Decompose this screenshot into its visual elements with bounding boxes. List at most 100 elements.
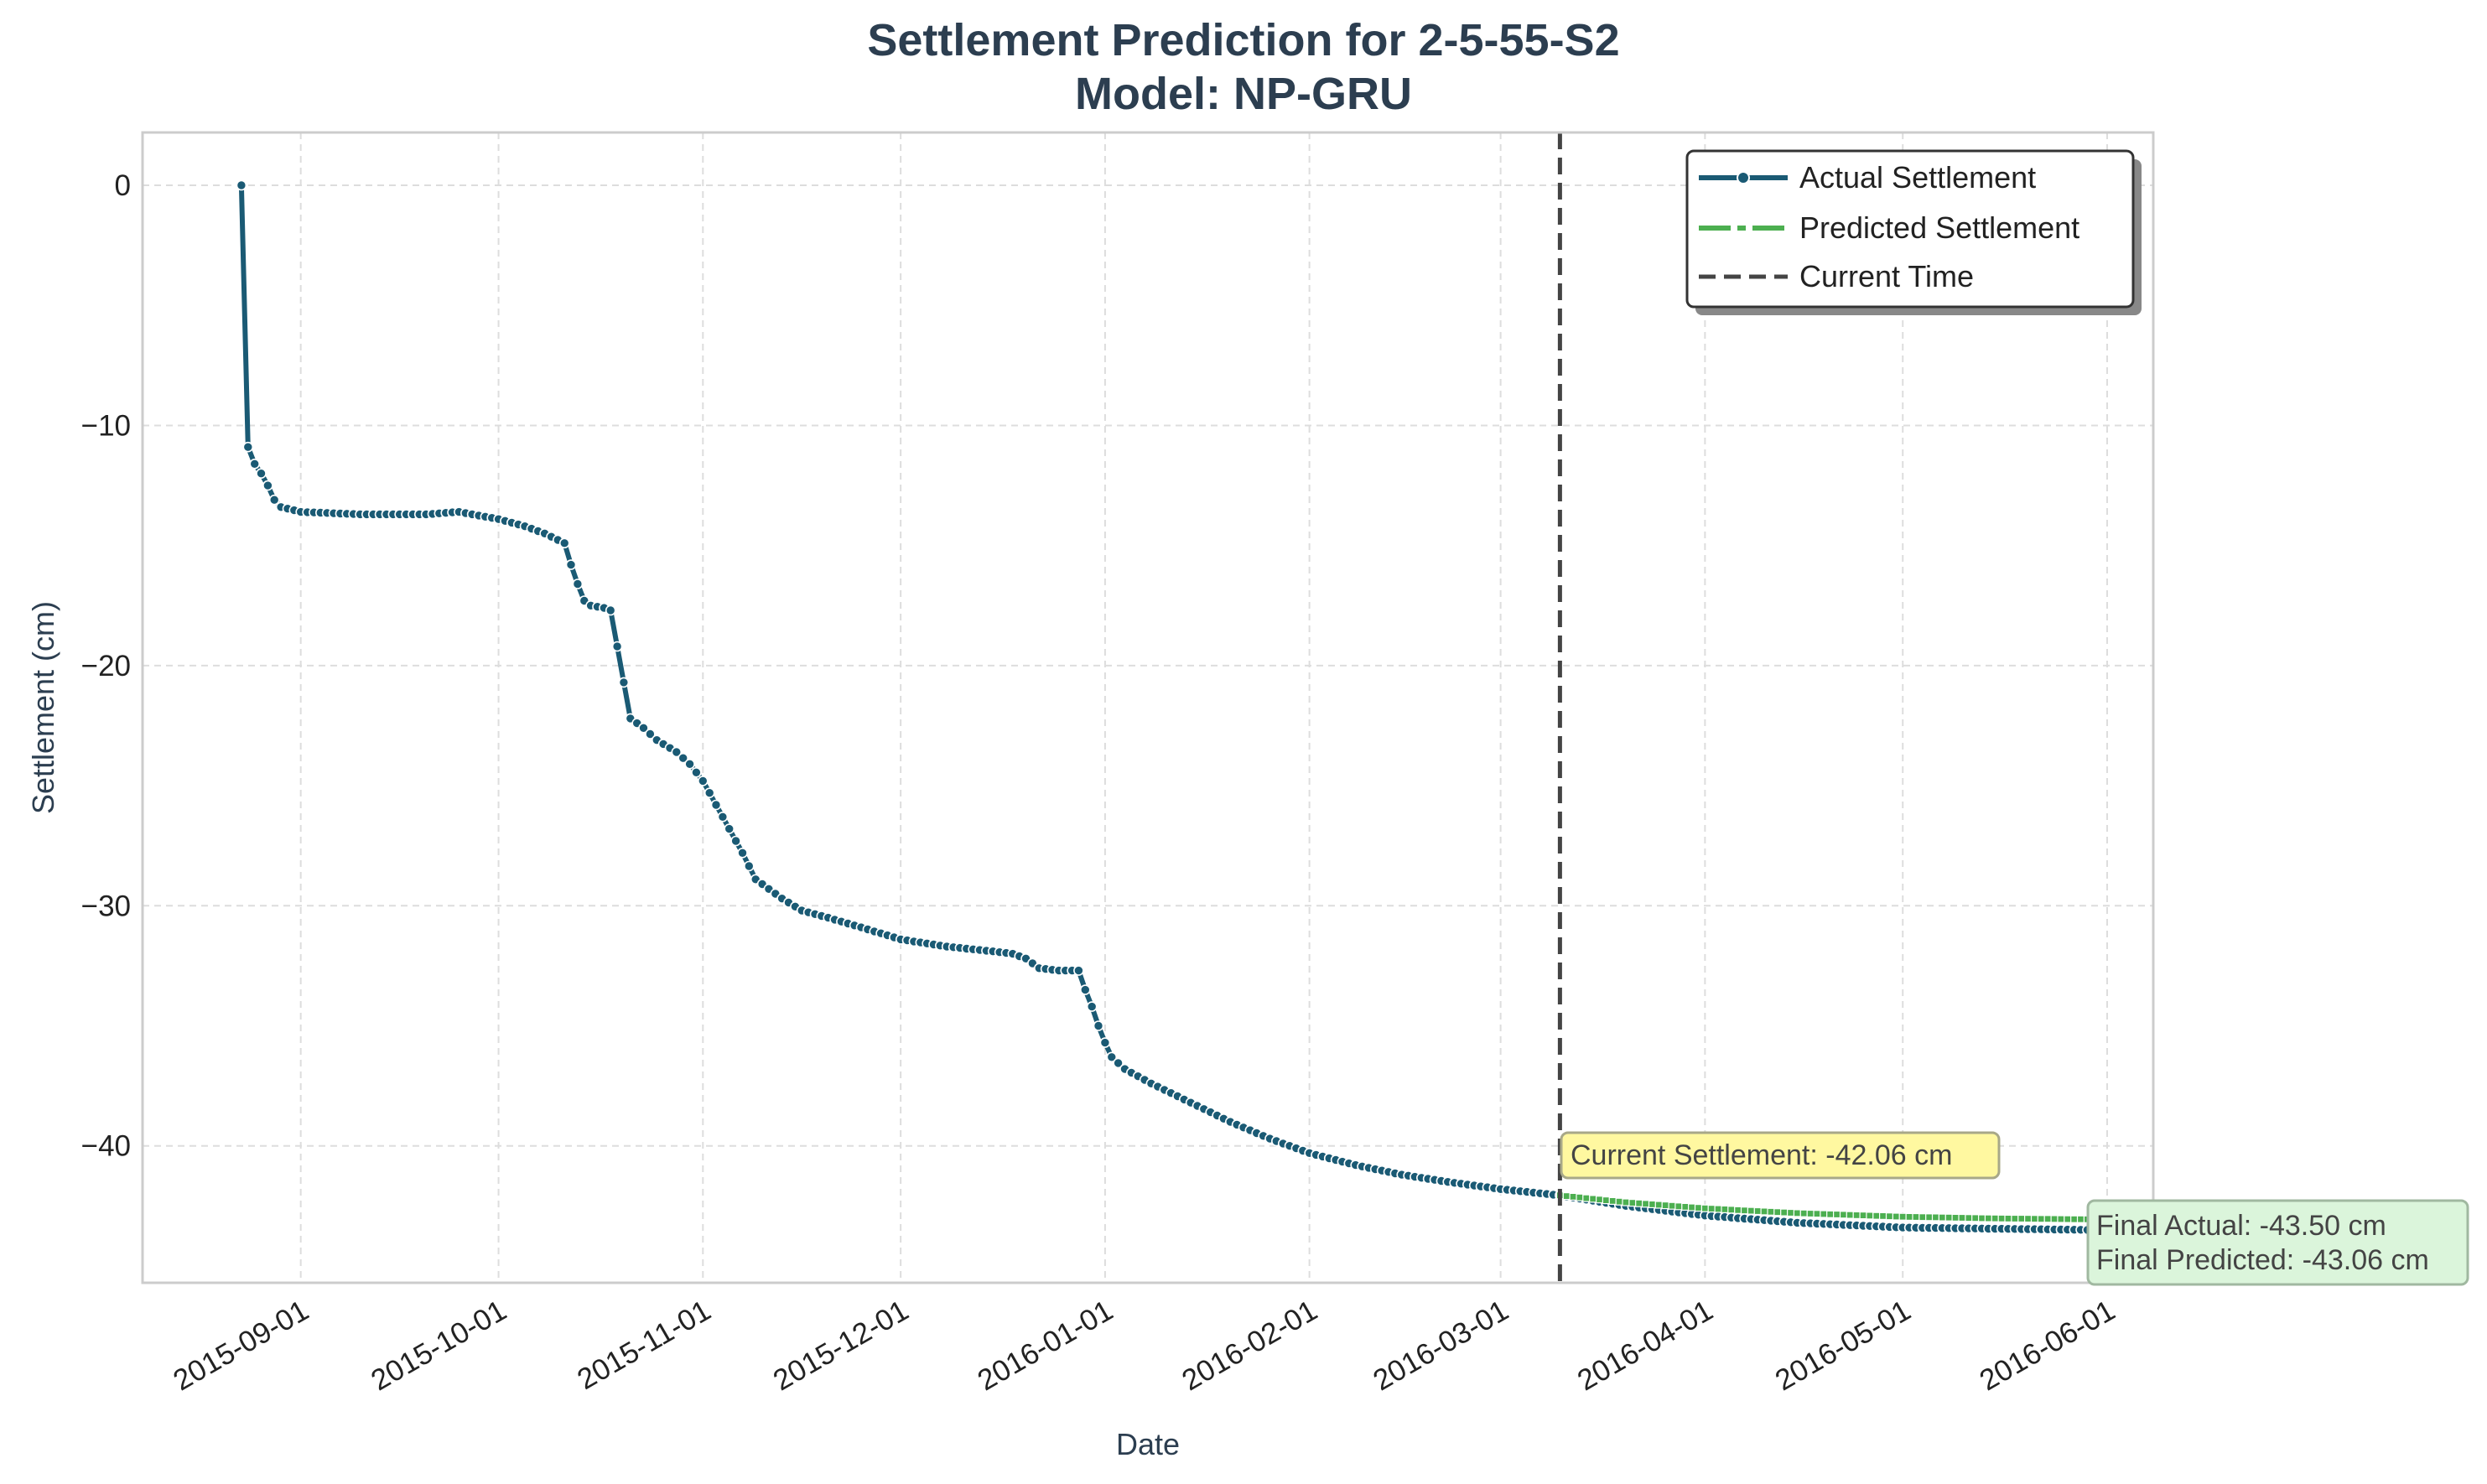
actual-point <box>1086 1001 1098 1012</box>
actual-point <box>1093 1020 1104 1031</box>
predicted-point <box>2030 1215 2039 1223</box>
predicted-point <box>2037 1215 2045 1223</box>
predicted-point <box>1813 1210 1821 1218</box>
predicted-point <box>1707 1204 1716 1213</box>
legend: Actual Settlement Predicted Settlement C… <box>1685 149 2142 315</box>
actual-point <box>618 677 630 688</box>
chart-title: Settlement Prediction for 2-5-55-S2 <box>867 15 1619 65</box>
actual-point <box>743 860 755 872</box>
predicted-point <box>1826 1210 1835 1218</box>
actual-point <box>565 559 577 570</box>
predicted-point <box>1879 1212 1887 1221</box>
x-axis-label: Date <box>1116 1427 1180 1461</box>
grid <box>143 132 2153 1283</box>
x-tick-label: 2016-01-01 <box>972 1294 1119 1397</box>
actual-point <box>684 758 695 770</box>
predicted-point <box>1852 1211 1861 1220</box>
predicted-point <box>1799 1209 1808 1217</box>
actual-point <box>724 823 735 834</box>
actual-point <box>262 480 273 491</box>
x-tick-label: 2016-02-01 <box>1176 1294 1323 1397</box>
predicted-point <box>1668 1201 1676 1210</box>
actual-point <box>1080 984 1091 995</box>
predicted-point <box>1714 1205 1722 1213</box>
x-tick-label: 2016-04-01 <box>1572 1294 1719 1397</box>
predicted-point <box>2057 1215 2065 1223</box>
legend-actual-marker <box>1737 171 1750 184</box>
predicted-point <box>1773 1208 1782 1217</box>
actual-point <box>605 604 616 616</box>
predicted-point <box>1859 1211 1867 1220</box>
x-tick-labels: 2015-09-01 2015-10-01 2015-11-01 2015-12-01… <box>168 1294 2121 1397</box>
predicted-point <box>1569 1192 1577 1201</box>
predicted-point <box>1866 1212 1874 1220</box>
predicted-point <box>1885 1212 1894 1221</box>
actual-point <box>717 811 729 822</box>
predicted-point <box>1654 1201 1663 1209</box>
y-tick-label: −20 <box>81 650 131 682</box>
series-layer <box>236 132 2100 1283</box>
predicted-point <box>1734 1206 1742 1214</box>
legend-actual-label: Actual Settlement <box>1799 160 2036 195</box>
y-tick-label: −30 <box>81 890 131 922</box>
predicted-point <box>2050 1215 2059 1223</box>
predicted-point <box>1978 1214 1986 1222</box>
actual-point <box>242 441 254 453</box>
actual-point <box>697 776 709 786</box>
actual-point <box>671 746 683 758</box>
predicted-point <box>2004 1214 2012 1223</box>
actual-point <box>611 641 623 652</box>
x-tick-label: 2015-10-01 <box>366 1294 512 1397</box>
actual-point <box>558 537 570 549</box>
actual-point <box>638 722 649 734</box>
legend-item-current-time: Current Time <box>1699 259 1974 293</box>
predicted-point <box>1839 1211 1848 1219</box>
predicted-point <box>1793 1209 1801 1217</box>
predicted-point <box>1674 1202 1683 1211</box>
actual-point <box>256 468 267 480</box>
predicted-point <box>2070 1215 2079 1223</box>
y-tick-label: −40 <box>81 1130 131 1163</box>
actual-point <box>268 494 280 506</box>
legend-item-actual: Actual Settlement <box>1699 160 2036 195</box>
predicted-point <box>1635 1199 1643 1207</box>
predicted-point <box>1562 1191 1571 1201</box>
predicted-point <box>1951 1213 1960 1222</box>
predicted-point <box>1681 1202 1690 1212</box>
predicted-point <box>1997 1214 2006 1222</box>
predicted-point <box>1727 1206 1736 1214</box>
x-tick-label: 2016-06-01 <box>1974 1294 2121 1397</box>
actual-point <box>730 835 741 847</box>
predicted-point <box>1582 1194 1591 1202</box>
x-tick-label: 2015-11-01 <box>572 1294 716 1396</box>
actual-point <box>572 579 584 589</box>
current-settlement-text: Current Settlement: -42.06 cm <box>1571 1139 1952 1171</box>
predicted-point <box>1753 1206 1762 1216</box>
legend-box <box>1685 149 2135 309</box>
predicted-point <box>1622 1198 1630 1206</box>
actual-point <box>691 766 702 778</box>
predicted-point <box>1648 1200 1657 1209</box>
chart-subtitle: Model: NP-GRU <box>1075 69 1412 119</box>
final-values-box <box>2086 1199 2469 1286</box>
predicted-point <box>1694 1203 1703 1212</box>
predicted-point <box>1602 1196 1611 1205</box>
final-actual-text: Final Actual: -43.50 cm <box>2096 1210 2386 1242</box>
predicted-point <box>2043 1215 2052 1223</box>
predicted-point <box>1905 1212 1913 1222</box>
predicted-point <box>1787 1208 1795 1217</box>
predicted-point <box>1872 1212 1881 1220</box>
predicted-point <box>1747 1206 1755 1215</box>
predicted-point <box>1991 1214 1999 1222</box>
predicted-point <box>1760 1207 1768 1216</box>
current-settlement-annotation: Current Settlement: -42.06 cm <box>1560 1131 2001 1180</box>
current-settlement-box <box>1560 1131 2001 1180</box>
actual-point <box>678 752 689 764</box>
actual-point <box>704 787 715 799</box>
plot-frame <box>141 131 2155 1284</box>
predicted-point <box>1925 1213 1934 1222</box>
predicted-point <box>1806 1209 1815 1218</box>
x-tick-label: 2016-03-01 <box>1368 1294 1514 1397</box>
plot-area <box>143 132 2153 1283</box>
